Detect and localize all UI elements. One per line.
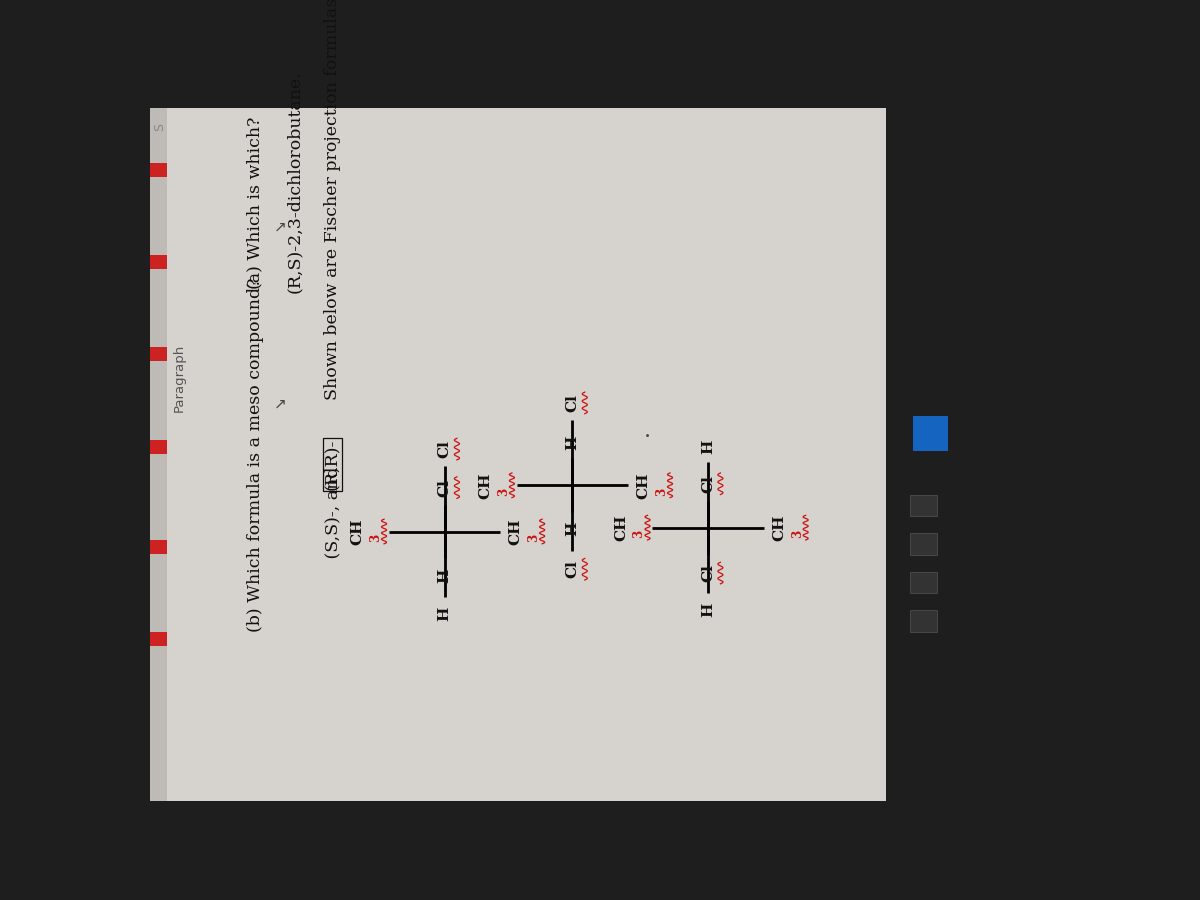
Text: CH: CH <box>350 518 365 544</box>
Text: H: H <box>701 603 715 617</box>
Bar <box>887 108 1080 801</box>
Text: Cl: Cl <box>565 394 580 412</box>
Bar <box>150 163 167 176</box>
Text: 3: 3 <box>370 534 382 542</box>
Text: H: H <box>565 436 580 450</box>
Bar <box>150 347 167 361</box>
Bar <box>150 540 167 554</box>
Text: 3: 3 <box>527 534 540 542</box>
Bar <box>913 416 948 451</box>
Text: ↗: ↗ <box>274 397 287 412</box>
Text: .: . <box>644 420 652 443</box>
Text: 3: 3 <box>632 530 646 538</box>
Text: Shown below are Fischer projection formulas for: Shown below are Fischer projection formu… <box>324 0 341 400</box>
Text: 3: 3 <box>791 530 804 538</box>
Text: CH: CH <box>614 515 629 541</box>
Text: H: H <box>701 439 715 454</box>
Text: (R,S)-2,3-dichlorobutane.: (R,S)-2,3-dichlorobutane. <box>286 70 302 292</box>
Text: S: S <box>152 123 166 131</box>
Text: 3: 3 <box>497 487 510 496</box>
Bar <box>150 633 167 646</box>
Text: CH: CH <box>637 472 650 499</box>
Text: CH: CH <box>509 518 523 544</box>
Text: H: H <box>565 522 580 536</box>
Text: ↗: ↗ <box>274 220 287 235</box>
Bar <box>150 108 887 801</box>
Bar <box>150 108 167 801</box>
Text: H: H <box>438 607 451 621</box>
Text: 3: 3 <box>655 487 668 496</box>
Bar <box>150 440 167 454</box>
Text: CH: CH <box>773 515 786 541</box>
Text: H: H <box>438 568 451 582</box>
Bar <box>910 610 937 632</box>
Text: (a) Which is which?: (a) Which is which? <box>247 116 264 289</box>
Text: Paragraph: Paragraph <box>173 344 186 411</box>
Text: CH: CH <box>479 472 492 499</box>
Text: Cl: Cl <box>701 564 715 582</box>
Bar <box>910 572 937 593</box>
Bar <box>910 494 937 516</box>
Text: (R,R)-: (R,R)- <box>324 439 341 491</box>
Text: (b) Which formula is a meso compound?: (b) Which formula is a meso compound? <box>247 277 264 632</box>
Text: (S,S)-, and: (S,S)-, and <box>324 466 341 564</box>
Bar <box>150 255 167 269</box>
Bar <box>910 533 937 554</box>
Text: Cl: Cl <box>438 479 451 497</box>
Text: Cl: Cl <box>438 440 451 458</box>
Text: Cl: Cl <box>565 561 580 578</box>
Text: Cl: Cl <box>701 475 715 492</box>
